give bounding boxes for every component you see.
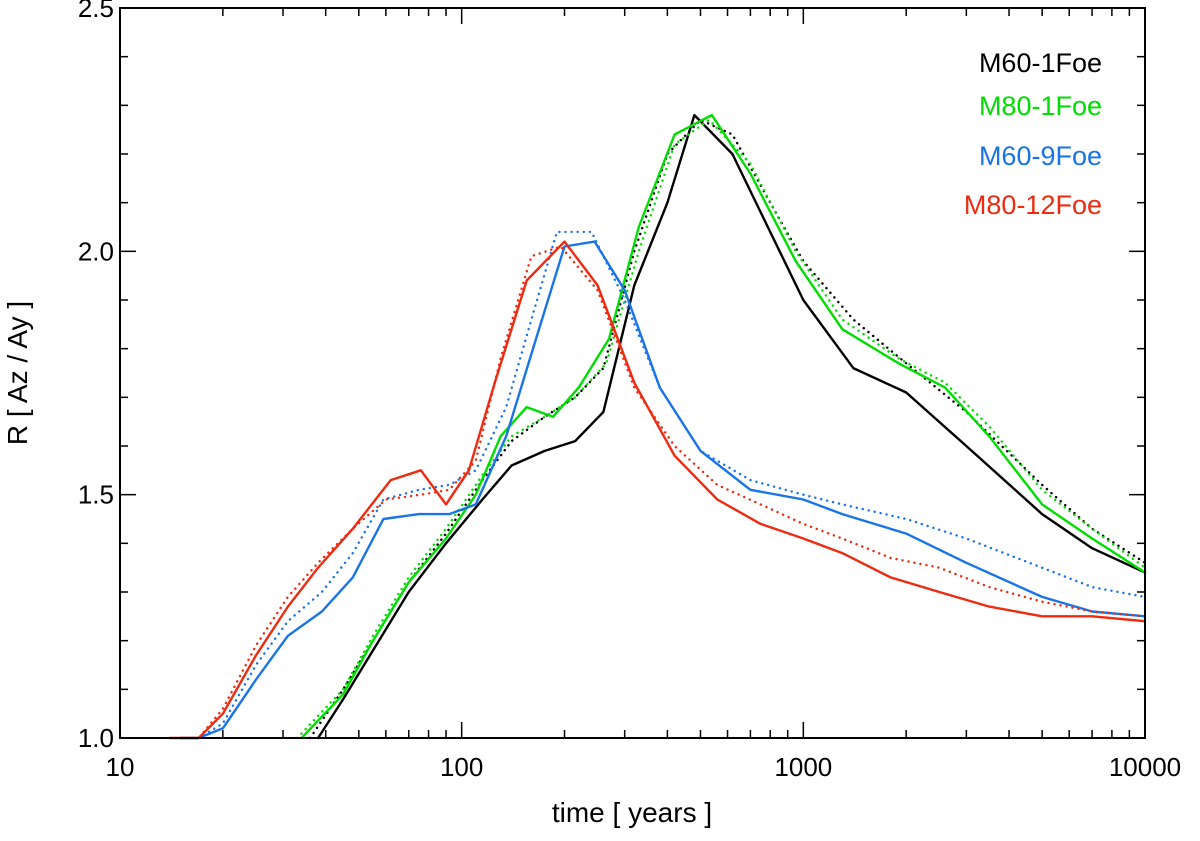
x-axis-title: time [ years ] [552,797,712,828]
legend-label-m80-12foe: M80-12Foe [964,190,1102,220]
x-tick-label: 10 [106,752,135,782]
series-line-m80-1foe-dotted [296,118,1147,740]
plot-frame [119,7,1146,739]
legend-label-m80-1foe: M80-1Foe [979,91,1102,121]
series-line-m80-1foe-solid [300,113,1147,740]
y-tick-label: 1.0 [78,723,114,753]
y-tick-label: 2.5 [78,0,114,23]
legend: M60-1Foe M80-1Foe M60-9Foe M80-12Foe [964,48,1102,220]
series-line-m60-1foe-solid [316,113,1147,740]
legend-label-m60-1foe: M60-1Foe [979,48,1102,78]
series-line-m80-12foe-dotted [168,245,1147,740]
x-tick-label: 100 [440,752,483,782]
y-tick-label: 1.5 [78,480,114,510]
legend-label-m60-9foe: M60-9Foe [979,141,1102,171]
series-line-m60-9foe-solid [178,240,1147,740]
x-tick-label: 10000 [1109,752,1181,782]
y-tick-label: 2.0 [78,236,114,266]
series-line-m60-9foe-dotted [178,230,1147,740]
x-tick-label: 1000 [774,752,832,782]
series-layer [168,113,1147,740]
series-line-m80-12foe-solid [168,240,1147,740]
ticks-layer [119,7,1146,739]
tick-labels: 10 100 1000 10000 1.0 1.5 2.0 2.5 [78,0,1181,782]
y-axis-title: R [ Az / Ay ] [2,301,33,445]
